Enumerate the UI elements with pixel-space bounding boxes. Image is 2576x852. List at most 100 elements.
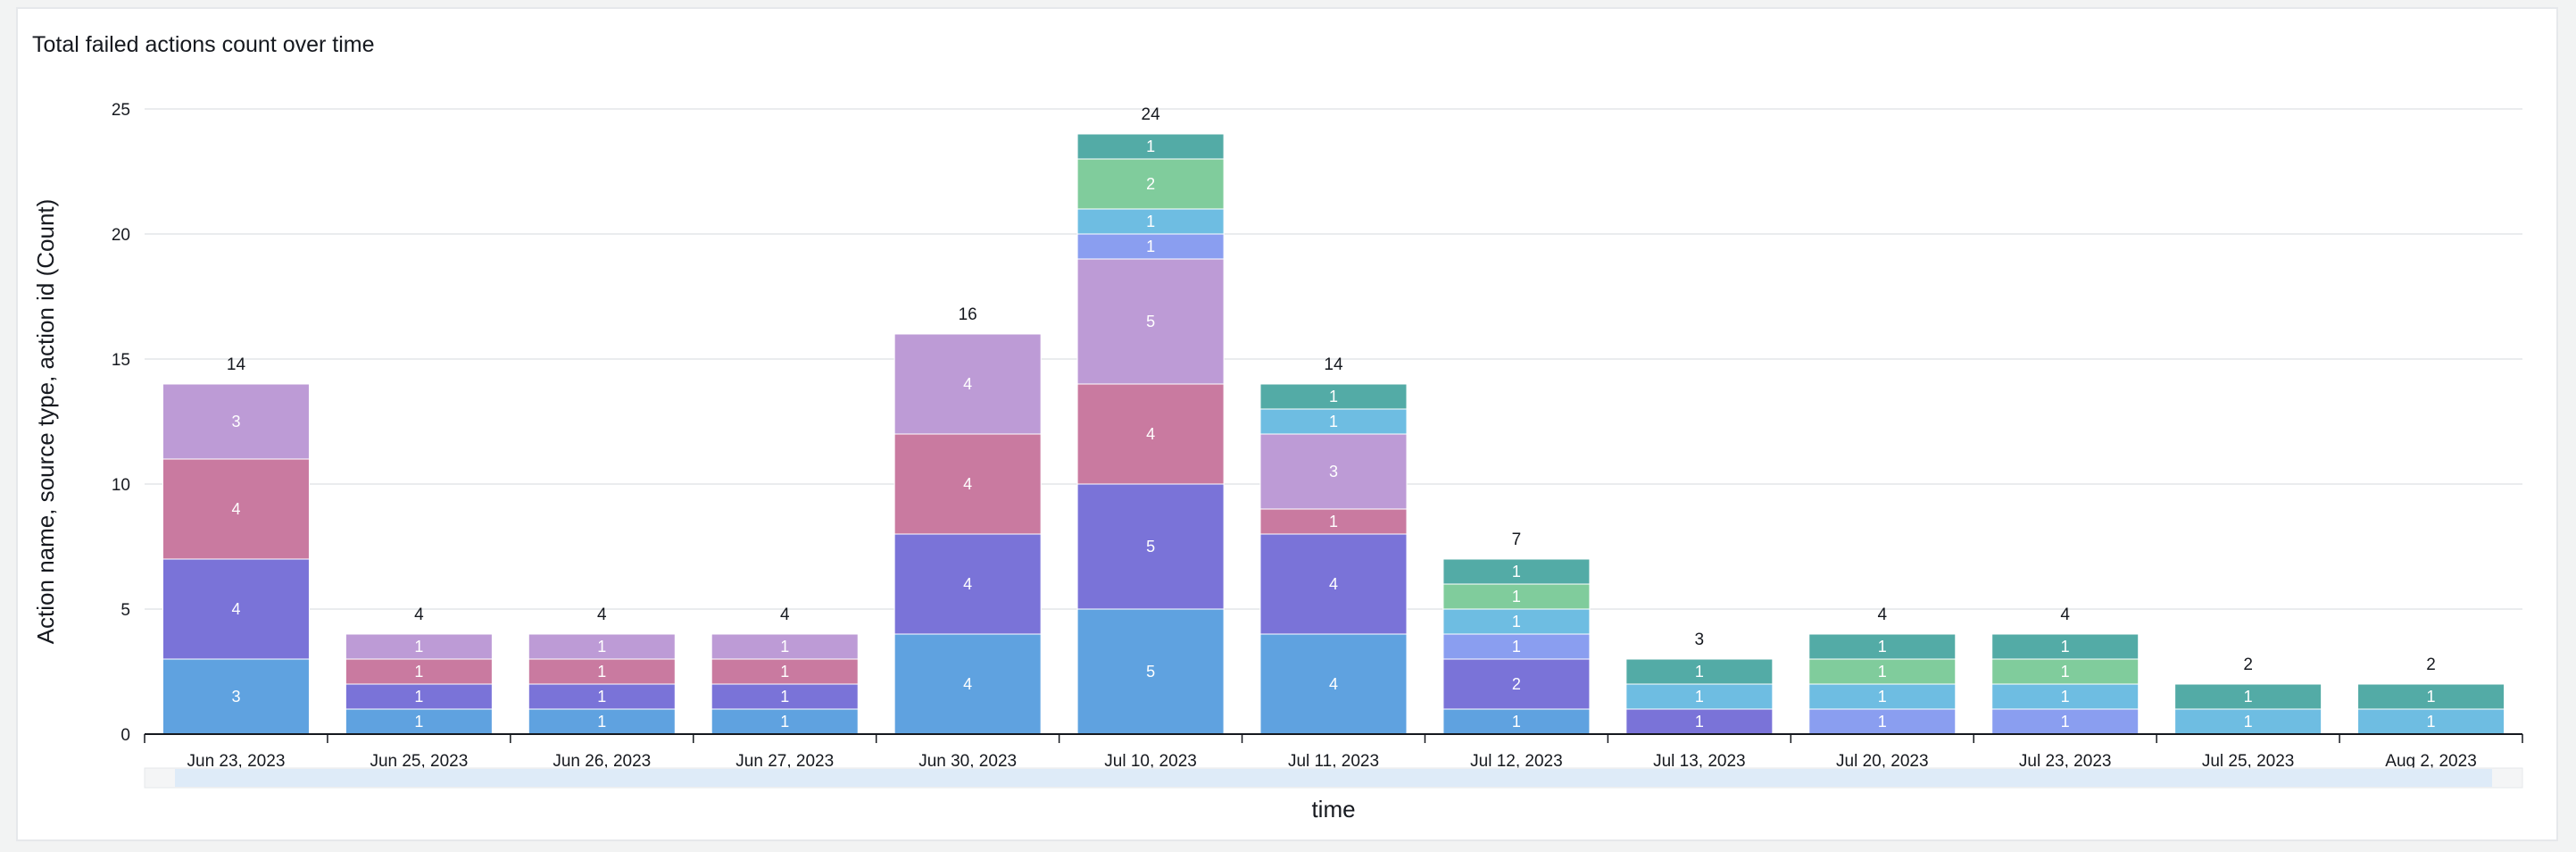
bar-segment [2174,683,2323,710]
x-tick-label: Jul 23, 2023 [2019,752,2112,771]
bar-segment [1625,658,1774,685]
bar-segment [1442,658,1591,710]
bar-segment [1991,708,2140,735]
segment-value-label: 4 [1146,425,1155,443]
segment-value-label: 1 [2427,713,2436,731]
segment-value-label: 5 [1146,663,1155,681]
x-tick-label: Jun 23, 2023 [187,752,286,771]
bar-segment [1259,533,1408,635]
bar-segment [1076,483,1225,610]
bar-segment [1442,633,1591,660]
y-axis-title: Action name, source type, action id (Cou… [32,199,59,645]
segment-value-label: 1 [1146,238,1155,255]
bar-total-label: 14 [227,355,246,374]
bar-segment [162,558,310,660]
segment-value-label: 1 [780,663,789,681]
bar-segment [345,658,493,685]
x-tick-label: Jul 11, 2023 [1288,752,1379,771]
segment-value-label: 1 [1512,588,1521,606]
segment-value-label: 3 [1329,463,1338,480]
bar-total-label: 3 [1695,631,1705,649]
segment-value-label: 1 [2061,663,2070,681]
bar-segment [893,433,1042,535]
bar-segment [1808,633,1957,660]
bar-segment [528,658,676,685]
bar-segment [1625,683,1774,710]
segment-value-label: 1 [1878,688,1887,706]
bar-segment [1259,408,1408,435]
bar-segment [893,633,1042,735]
segment-value-label: 3 [231,688,240,706]
bar-total-label: 2 [2243,656,2253,674]
bar-segment [2357,683,2505,710]
segment-value-label: 4 [231,600,240,618]
bar-segment [1076,158,1225,210]
bar-total-label: 24 [1142,105,1161,124]
segment-value-label: 1 [597,663,606,681]
segment-value-label: 4 [963,475,972,493]
segment-value-label: 1 [597,688,606,706]
x-tick-label: Aug 2, 2023 [2385,752,2476,771]
x-tick-label: Jun 25, 2023 [370,752,468,771]
segment-value-label: 1 [1146,138,1155,155]
segment-value-label: 1 [414,713,423,731]
segment-value-label: 1 [2244,688,2253,706]
bar-segment [1808,658,1957,685]
segment-value-label: 1 [2244,713,2253,731]
segment-value-label: 1 [1512,563,1521,581]
bars [162,133,2505,735]
segment-value-label: 1 [414,688,423,706]
segment-value-label: 1 [1146,213,1155,230]
segment-value-label: 2 [1512,675,1521,693]
y-tick-label: 5 [120,601,130,620]
x-axis-title: time [1311,796,1355,823]
segment-value-label: 1 [414,663,423,681]
bar-segment [1991,683,2140,710]
bar-segment [1442,583,1591,610]
segment-value-label: 1 [1512,713,1521,731]
segment-value-label: 1 [780,688,789,706]
segment-value-label: 4 [963,675,972,693]
segment-value-label: 1 [1878,638,1887,656]
bar-segment [528,683,676,710]
bar-total-label: 4 [780,606,790,624]
segment-value-label: 1 [1695,663,1704,681]
range-scrollbar[interactable] [144,767,2523,789]
bar-total-label: 4 [2060,606,2070,624]
bar-segment [162,383,310,460]
bar-total-label: 4 [597,606,607,624]
bar-segment [1076,133,1225,160]
bar-segment [1442,708,1591,735]
bar-segment [1076,383,1225,485]
segment-value-label: 1 [414,638,423,656]
segment-value-label: 5 [1146,538,1155,555]
segment-value-label: 1 [780,713,789,731]
segment-value-label: 1 [2061,713,2070,731]
bar-segment [1442,608,1591,635]
segment-value-label: 1 [2061,688,2070,706]
segment-value-label: 1 [597,638,606,656]
bar-segment [528,633,676,660]
segment-value-label: 1 [1695,713,1704,731]
axes [144,733,2523,743]
bar-total-label: 14 [1324,355,1343,374]
bar-segment [1442,558,1591,585]
segment-value-label: 1 [1329,513,1338,530]
segment-value-label: 1 [1695,688,1704,706]
segment-value-label: 4 [1329,575,1338,593]
x-tick-label: Jul 12, 2023 [1470,752,1563,771]
bar-total-label: 4 [414,606,424,624]
bar-segment [1259,383,1408,410]
x-tick-label: Jul 13, 2023 [1653,752,1746,771]
segment-value-label: 5 [1146,313,1155,330]
x-tick-label: Jul 10, 2023 [1104,752,1197,771]
chart-title: Total failed actions count over time [32,32,375,57]
y-tick-label: 10 [112,476,130,495]
bar-segment [1259,433,1408,510]
bar-total-label: 4 [1877,606,1887,624]
bar-segment [1991,633,2140,660]
bar-segment [162,458,310,560]
bar-segment [528,708,676,735]
